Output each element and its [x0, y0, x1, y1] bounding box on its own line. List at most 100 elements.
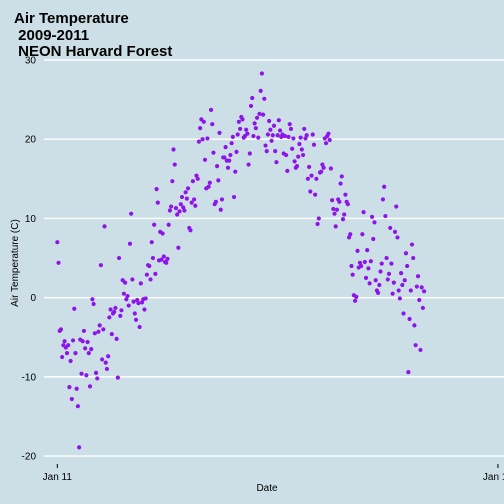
data-point: [254, 115, 260, 120]
data-point: [332, 211, 337, 216]
x-tick-label: Jan 12: [483, 472, 504, 483]
data-point: [189, 200, 194, 205]
chart-title-line-3: NEON Harvard Forest: [14, 43, 172, 60]
data-point: [101, 327, 106, 332]
data-point: [118, 313, 123, 318]
data-point: [129, 211, 134, 216]
data-point: [342, 212, 347, 217]
data-point: [361, 209, 366, 215]
data-point: [396, 288, 401, 293]
data-point: [75, 404, 80, 409]
data-point: [304, 133, 309, 138]
data-point: [92, 331, 97, 336]
data-point: [265, 132, 271, 137]
data-point: [86, 350, 91, 356]
data-point: [179, 194, 185, 200]
data-point: [334, 207, 340, 212]
data-point: [251, 133, 256, 139]
data-point: [195, 176, 200, 181]
data-point: [230, 134, 235, 139]
data-point: [194, 173, 199, 178]
data-point: [175, 212, 180, 217]
data-point: [399, 270, 404, 276]
data-point: [368, 259, 373, 264]
data-point: [270, 133, 275, 138]
data-point: [379, 261, 384, 266]
data-point: [321, 165, 326, 170]
data-point: [149, 240, 154, 245]
data-point: [219, 197, 225, 202]
data-points: [55, 71, 427, 450]
data-point: [320, 162, 325, 167]
data-point: [373, 278, 378, 283]
y-tick-label: 20: [25, 135, 37, 146]
data-point: [296, 154, 301, 159]
data-point: [182, 208, 187, 213]
data-point: [102, 224, 107, 229]
data-point: [58, 327, 64, 332]
data-point: [422, 289, 427, 294]
data-point: [143, 296, 148, 301]
data-point: [55, 240, 60, 245]
data-point: [160, 231, 165, 236]
data-point: [412, 323, 417, 328]
data-point: [333, 224, 338, 229]
data-point: [79, 371, 84, 376]
data-point: [216, 178, 221, 183]
data-point: [208, 107, 214, 113]
data-point: [365, 248, 370, 253]
data-point: [383, 213, 388, 219]
data-point: [285, 168, 290, 174]
data-point: [376, 290, 381, 295]
data-point: [302, 126, 307, 132]
data-point: [127, 241, 133, 246]
data-point: [84, 373, 89, 378]
data-point: [269, 138, 274, 143]
data-point: [353, 298, 358, 303]
y-tick-label: 30: [25, 56, 37, 67]
data-point: [286, 134, 291, 139]
data-point: [363, 275, 369, 280]
data-point: [93, 370, 99, 376]
y-tick-label: -20: [22, 452, 37, 463]
data-point: [339, 174, 344, 179]
data-point: [119, 308, 124, 313]
data-point: [403, 251, 409, 256]
data-point: [288, 126, 294, 132]
data-point: [64, 350, 70, 356]
data-point: [135, 297, 140, 303]
data-point: [362, 259, 367, 265]
data-point: [123, 280, 128, 285]
data-point: [330, 198, 335, 203]
data-point: [184, 196, 189, 201]
data-point: [207, 180, 212, 185]
data-point: [350, 272, 355, 277]
data-point: [247, 151, 252, 156]
data-point: [372, 220, 377, 225]
data-point: [192, 197, 197, 202]
data-point: [394, 204, 399, 209]
x-axis: Jan 11 Jan 12: [43, 464, 504, 483]
data-point: [359, 263, 364, 269]
data-point: [337, 199, 342, 204]
data-point: [124, 297, 129, 302]
data-point: [164, 260, 169, 265]
data-point: [240, 117, 245, 122]
data-point: [297, 141, 302, 147]
data-point: [253, 126, 258, 131]
data-point: [66, 343, 71, 348]
data-point: [211, 150, 216, 155]
data-point: [153, 271, 158, 276]
data-point: [366, 266, 371, 271]
data-point: [95, 376, 100, 381]
data-point: [299, 147, 304, 152]
data-point: [392, 229, 398, 234]
data-point: [348, 232, 353, 237]
data-point: [178, 202, 183, 207]
data-point: [327, 137, 332, 143]
data-point: [218, 207, 223, 212]
data-point: [316, 216, 321, 221]
data-point: [300, 152, 306, 158]
